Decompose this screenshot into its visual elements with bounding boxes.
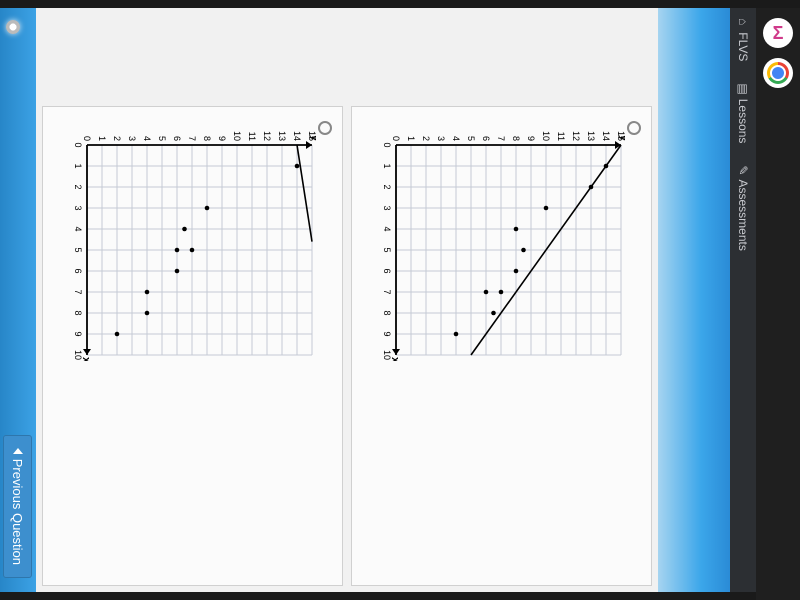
svg-text:2: 2 [73, 184, 83, 189]
brand-label: FLVS [736, 32, 750, 61]
svg-text:2: 2 [112, 136, 122, 141]
svg-text:10: 10 [541, 131, 551, 141]
radio-b[interactable] [318, 121, 332, 135]
svg-text:10: 10 [232, 131, 242, 141]
svg-text:2: 2 [382, 184, 392, 189]
svg-text:13: 13 [586, 131, 596, 141]
photomath-icon[interactable]: Σ [763, 18, 793, 48]
svg-text:7: 7 [382, 289, 392, 294]
svg-text:8: 8 [511, 136, 521, 141]
svg-text:7: 7 [187, 136, 197, 141]
prev-label: Previous Question [11, 459, 26, 565]
chevron-left-icon [13, 448, 23, 454]
previous-question-button[interactable]: Previous Question [4, 435, 33, 578]
nav-lessons[interactable]: ▤ Lessons [736, 83, 750, 143]
svg-text:12: 12 [262, 131, 272, 141]
svg-text:y: y [618, 135, 625, 142]
chrome-icon[interactable] [763, 58, 793, 88]
svg-text:6: 6 [172, 136, 182, 141]
svg-text:5: 5 [157, 136, 167, 141]
svg-text:7: 7 [73, 289, 83, 294]
answer-option-a[interactable]: 0123456789100123456789101112131415xy [351, 106, 652, 586]
svg-text:5: 5 [466, 136, 476, 141]
brand[interactable]: ⌂ FLVS [736, 18, 750, 61]
footer-bar: Previous Question [0, 8, 36, 592]
home-icon: ⌂ [736, 18, 750, 25]
nav-lessons-label: Lessons [736, 99, 750, 144]
svg-text:5: 5 [73, 247, 83, 252]
nav-assessments[interactable]: ✎ Assessments [736, 165, 750, 250]
svg-text:1: 1 [406, 136, 416, 141]
svg-text:9: 9 [526, 136, 536, 141]
book-icon: ▤ [736, 83, 750, 94]
svg-text:4: 4 [73, 226, 83, 231]
svg-text:0: 0 [73, 142, 83, 147]
svg-text:1: 1 [382, 163, 392, 168]
svg-text:14: 14 [601, 131, 611, 141]
svg-text:4: 4 [382, 226, 392, 231]
svg-text:8: 8 [73, 310, 83, 315]
svg-text:2: 2 [421, 136, 431, 141]
svg-text:9: 9 [217, 136, 227, 141]
nav-assessments-label: Assessments [736, 179, 750, 250]
svg-text:0: 0 [382, 142, 392, 147]
svg-text:3: 3 [382, 205, 392, 210]
svg-text:7: 7 [496, 136, 506, 141]
svg-text:y: y [309, 135, 316, 142]
record-indicator-icon [6, 20, 20, 34]
svg-text:6: 6 [382, 268, 392, 273]
svg-text:11: 11 [247, 132, 257, 141]
svg-text:6: 6 [481, 136, 491, 141]
answer-options: 0123456789100123456789101112131415xy 012… [36, 8, 658, 592]
svg-text:1: 1 [73, 163, 83, 168]
question-content: 0123456789100123456789101112131415xy 012… [36, 8, 658, 592]
header-banner [658, 8, 730, 592]
svg-text:3: 3 [127, 136, 137, 141]
radio-a[interactable] [627, 121, 641, 135]
answer-option-b[interactable]: 0123456789100123456789101112131415xy [42, 106, 343, 586]
svg-text:5: 5 [382, 247, 392, 252]
svg-text:0: 0 [391, 136, 401, 141]
svg-text:6: 6 [73, 268, 83, 273]
svg-text:14: 14 [292, 131, 302, 141]
svg-text:0: 0 [82, 136, 92, 141]
svg-text:3: 3 [73, 205, 83, 210]
svg-text:11: 11 [556, 132, 566, 141]
svg-text:8: 8 [382, 310, 392, 315]
os-dock: Σ [756, 8, 800, 600]
clipboard-icon: ✎ [736, 165, 750, 175]
svg-text:1: 1 [97, 136, 107, 141]
svg-text:13: 13 [277, 131, 287, 141]
svg-text:8: 8 [202, 136, 212, 141]
graph-a: 0123456789100123456789101112131415xy [376, 121, 625, 361]
svg-text:x: x [80, 357, 92, 361]
svg-text:4: 4 [451, 136, 461, 141]
svg-text:4: 4 [142, 136, 152, 141]
svg-text:9: 9 [382, 331, 392, 336]
app-screen: ⌂ FLVS ▤ Lessons ✎ Assessments 012345678… [0, 8, 756, 592]
svg-text:12: 12 [571, 131, 581, 141]
svg-text:9: 9 [73, 331, 83, 336]
graph-b: 0123456789100123456789101112131415xy [67, 121, 316, 361]
top-nav: ⌂ FLVS ▤ Lessons ✎ Assessments [730, 8, 756, 592]
svg-text:3: 3 [436, 136, 446, 141]
svg-text:x: x [389, 357, 401, 361]
